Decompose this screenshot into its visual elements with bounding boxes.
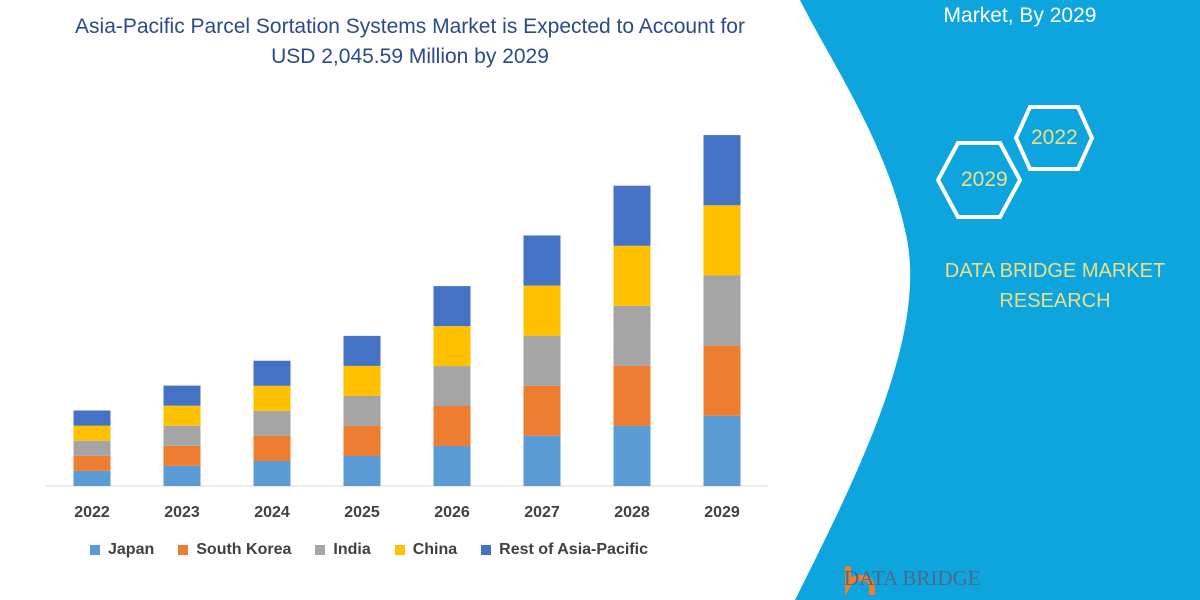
- logo-icon: [845, 566, 875, 597]
- bar-2026-rest-of-asia-pacific: [433, 286, 471, 327]
- bar-2026-japan: [433, 446, 471, 486]
- bar-2023-rest-of-asia-pacific: [163, 385, 201, 406]
- bar-2029-rest-of-asia-pacific: [703, 135, 741, 206]
- bar-2028-china: [613, 245, 651, 306]
- bar-2024-south-korea: [253, 435, 291, 461]
- legend-label: South Korea: [196, 541, 292, 558]
- x-tick-label: 2026: [434, 504, 470, 521]
- bar-2025-india: [343, 395, 381, 426]
- bar-2026-south-korea: [433, 406, 471, 447]
- bar-2024-rest-of-asia-pacific: [253, 360, 291, 386]
- bar-2028-japan: [613, 425, 651, 486]
- legend: Japan South Korea India China Rest of Asia-P…: [90, 541, 672, 559]
- legend-swatch: [394, 545, 405, 555]
- legend-swatch: [481, 545, 492, 555]
- bar-2029-japan: [703, 415, 741, 486]
- bar-2025-japan: [343, 455, 381, 486]
- bar-2023-japan: [163, 465, 201, 486]
- legend-item: Rest of Asia-Pacific: [481, 541, 648, 559]
- bar-2023-india: [163, 425, 201, 446]
- bar-2024-japan: [253, 460, 291, 486]
- bar-2029-india: [703, 275, 741, 346]
- bar-2025-china: [343, 365, 381, 396]
- chart-title: Asia-Pacific Parcel Sortation Systems Ma…: [20, 12, 800, 72]
- bar-2027-india: [523, 335, 561, 386]
- bar-2023-south-korea: [163, 445, 201, 466]
- bar-2028-india: [613, 305, 651, 366]
- brand-text: DATA BRIDGE MARKET RESEARCH: [905, 256, 1200, 316]
- legend-label: Rest of Asia-Pacific: [499, 541, 648, 558]
- bar-2027-japan: [523, 435, 561, 486]
- brand-line-1: DATA BRIDGE MARKET: [944, 260, 1166, 282]
- panel-title: Market, By 2029: [943, 4, 1097, 27]
- bar-2028-south-korea: [613, 365, 651, 426]
- x-tick-label: 2024: [254, 504, 290, 521]
- bar-2026-china: [433, 326, 471, 367]
- hex-label-2022: 2022: [1031, 126, 1078, 149]
- brand-line-2: RESEARCH: [999, 290, 1111, 312]
- bar-2023-china: [163, 405, 201, 426]
- stacked-bar-chart: 2022 2023 2024 2025 2026 2027 2028 2029: [45, 135, 768, 521]
- bar-2025-south-korea: [343, 425, 381, 456]
- legend-item: India: [315, 541, 371, 559]
- hexagon-2029: [935, 141, 1023, 219]
- bar-2022-south-korea: [73, 455, 111, 471]
- bar-2022-china: [73, 425, 111, 441]
- bar-2027-rest-of-asia-pacific: [523, 235, 561, 286]
- legend-item: South Korea: [178, 541, 291, 559]
- bar-2022-japan: [73, 470, 111, 486]
- x-tick-label: 2028: [614, 504, 650, 521]
- legend-swatch: [315, 545, 326, 555]
- legend-item: China: [394, 541, 458, 559]
- legend-swatch: [178, 545, 189, 555]
- bar-2025-rest-of-asia-pacific: [343, 335, 381, 366]
- x-tick-label: 2029: [704, 504, 740, 521]
- legend-label: China: [412, 541, 458, 558]
- bar-2024-china: [253, 385, 291, 411]
- bar-2024-india: [253, 410, 291, 436]
- bar-2028-rest-of-asia-pacific: [613, 185, 651, 246]
- bar-2027-south-korea: [523, 385, 561, 436]
- legend-label: Japan: [108, 541, 155, 558]
- hex-label-2029: 2029: [961, 168, 1008, 191]
- bar-2022-rest-of-asia-pacific: [73, 410, 111, 426]
- bar-2027-china: [523, 285, 561, 336]
- bar-2029-china: [703, 205, 741, 276]
- x-tick-label: 2025: [344, 504, 380, 521]
- x-tick-label: 2027: [524, 504, 560, 521]
- legend-swatch: [90, 545, 100, 555]
- bar-2022-india: [73, 440, 111, 456]
- panel-shape: [795, 0, 1200, 600]
- logo-text: DATA BRIDGE: [844, 566, 981, 590]
- hexagon-2022: [1013, 105, 1095, 171]
- bar-2029-south-korea: [703, 345, 741, 416]
- x-tick-label: 2022: [74, 504, 110, 521]
- legend-item: Japan: [90, 541, 154, 559]
- legend-label: India: [333, 541, 371, 558]
- title-line-1: Asia-Pacific Parcel Sortation Systems Ma…: [75, 15, 745, 38]
- title-line-2: USD 2,045.59 Million by 2029: [271, 45, 549, 68]
- bar-2026-india: [433, 366, 471, 407]
- x-tick-label: 2023: [164, 504, 200, 521]
